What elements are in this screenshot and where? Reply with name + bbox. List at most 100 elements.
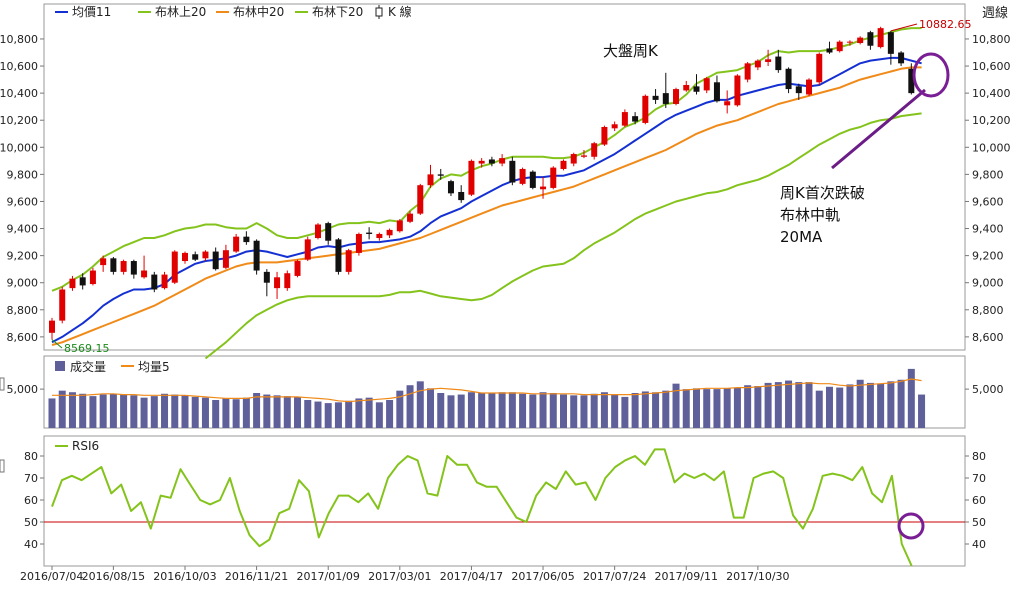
candle: [488, 156, 495, 167]
candle-body: [529, 171, 536, 188]
window-title: 週線: [982, 5, 1008, 21]
candle-body: [447, 181, 454, 194]
panel-resize-handle[interactable]: [0, 377, 5, 391]
volume-bar: [447, 395, 455, 428]
candle: [427, 164, 434, 188]
candle: [887, 30, 894, 65]
volume-bar: [785, 380, 793, 428]
candle-body: [806, 79, 813, 95]
rsi-tick-label-right: 50: [972, 516, 986, 529]
candle-body: [100, 258, 107, 266]
candle: [806, 78, 813, 96]
boll-upper-line: [51, 27, 922, 292]
rsi-tick-label-right: 80: [972, 450, 986, 463]
price-min-marker: 8569.15: [51, 339, 110, 355]
candle: [396, 219, 403, 233]
annotation-title: 大盤周K: [603, 42, 659, 60]
volume-bar: [631, 393, 639, 428]
volume-bar: [232, 399, 240, 428]
candle: [621, 109, 628, 127]
candle: [693, 74, 700, 95]
candle-body: [499, 158, 506, 164]
volume-bar: [171, 394, 179, 428]
candle: [69, 275, 76, 291]
candle-body: [417, 185, 424, 214]
volume-bar: [570, 395, 578, 428]
candle: [222, 244, 229, 270]
annotation-line-3: 20MA: [780, 228, 823, 246]
volume-bar: [825, 386, 833, 428]
highlight-circle-price: [912, 52, 950, 98]
volume-bar: [508, 392, 516, 428]
price-tick-label-left: 10,600: [0, 60, 38, 73]
volume-bar: [304, 400, 312, 428]
price-tick-label-right: 9,800: [972, 168, 1004, 181]
legend-ma11: 均價11: [72, 5, 111, 19]
candle-body: [662, 93, 669, 104]
candle: [550, 166, 557, 190]
candle: [284, 270, 291, 291]
candle-body: [294, 261, 301, 276]
candle-body: [366, 232, 373, 234]
price-tick-label-left: 9,600: [7, 195, 39, 208]
volume-bar: [611, 394, 619, 428]
candle-body: [79, 277, 86, 286]
price-tick-label-right: 9,000: [972, 277, 1004, 290]
volume-bar: [682, 389, 690, 428]
volume-bar: [386, 400, 394, 428]
price-legend: 均價11 布林上20 布林中20 布林下20 K 線: [55, 4, 412, 19]
candle-body: [754, 60, 761, 68]
price-tick-label-left: 9,200: [7, 250, 39, 263]
candle: [775, 49, 782, 73]
candle-body: [765, 59, 772, 62]
candle: [233, 233, 240, 253]
candle-body: [49, 320, 55, 333]
candle-body: [253, 240, 260, 271]
candle-body: [877, 28, 884, 48]
candle: [202, 250, 209, 262]
candle-body: [335, 239, 342, 272]
candle-body: [488, 159, 495, 164]
candle: [509, 156, 516, 186]
candle-body: [519, 168, 526, 184]
candle-body: [580, 155, 587, 157]
volume-bar: [375, 402, 383, 428]
volume-bar: [805, 382, 813, 428]
candle-body: [171, 251, 178, 283]
candle: [314, 223, 321, 240]
candle-body: [202, 251, 209, 259]
rsi-tick-label-left: 80: [24, 450, 38, 463]
volume-bar: [109, 393, 117, 428]
volume-bar: [897, 379, 905, 428]
volume-bar: [662, 390, 670, 428]
volume-bar: [519, 393, 527, 428]
candle-body: [59, 289, 66, 321]
candle: [274, 271, 281, 299]
volume-bar: [836, 387, 844, 428]
candle: [519, 167, 526, 186]
candle-body: [734, 75, 741, 106]
panel-resize-handle[interactable]: [0, 459, 5, 473]
price-min-label: 8569.15: [64, 342, 110, 355]
legend-boll-upper: 布林上20: [155, 5, 206, 19]
candle-body: [161, 274, 168, 289]
volume-bar: [478, 393, 486, 428]
volume-bar: [467, 392, 475, 428]
candle: [744, 61, 751, 83]
candle-body: [304, 239, 311, 260]
candle-body: [887, 32, 894, 54]
candle: [826, 41, 833, 54]
candle: [642, 94, 649, 125]
candle: [79, 273, 86, 290]
candle-body: [795, 86, 802, 94]
volume-bar: [324, 403, 332, 428]
candle: [499, 154, 506, 167]
candle-body: [212, 251, 219, 270]
candle-body: [550, 167, 557, 188]
volume-bar: [539, 392, 547, 428]
volume-bar: [242, 397, 250, 428]
price-tick-label-left: 9,800: [7, 168, 39, 181]
candle: [447, 179, 454, 197]
volume-bar: [161, 393, 169, 428]
